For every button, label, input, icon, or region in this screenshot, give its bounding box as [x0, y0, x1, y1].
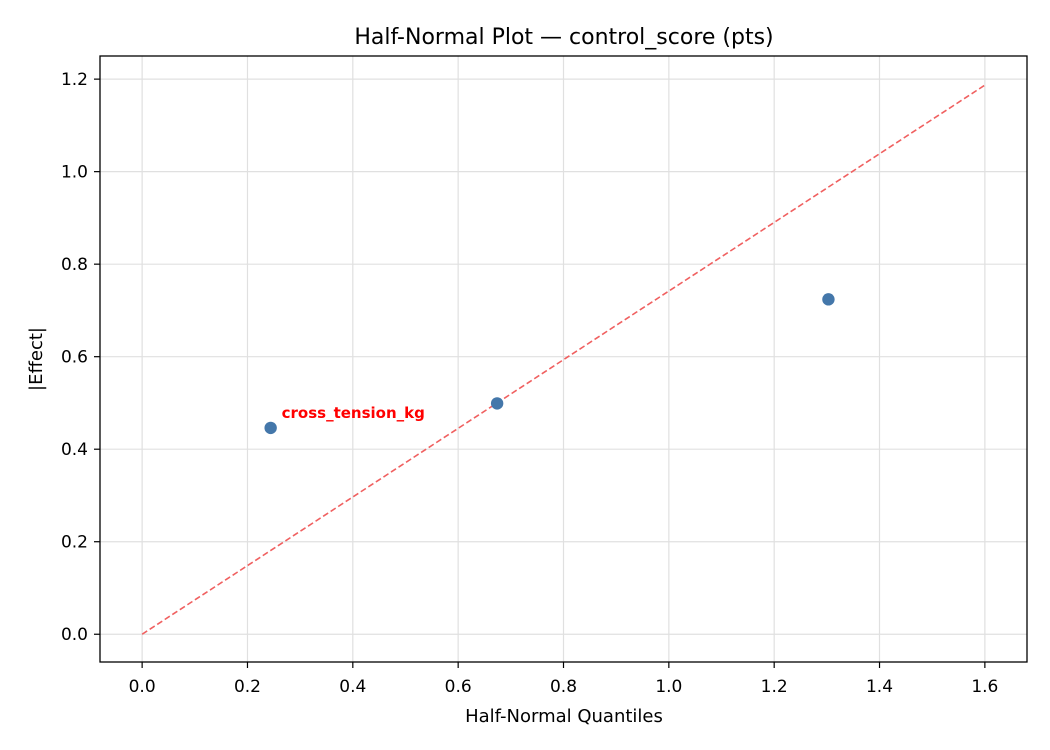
x-tick-label: 1.4	[866, 677, 893, 697]
x-tick-label: 1.0	[655, 677, 682, 697]
points-group	[264, 293, 835, 435]
y-axis-label: |Effect|	[26, 327, 47, 391]
data-point	[822, 293, 835, 306]
y-tick-label: 1.2	[61, 70, 88, 90]
annotations-group: cross_tension_kg	[282, 404, 425, 422]
y-tick-label: 0.2	[61, 533, 88, 553]
reference-line-group	[141, 84, 986, 635]
x-tick-label: 0.4	[339, 677, 366, 697]
grid	[100, 56, 1027, 662]
x-tick-label: 0.6	[445, 677, 472, 697]
x-tick-label: 1.6	[971, 677, 998, 697]
y-tick-label: 0.6	[61, 348, 88, 368]
data-point	[490, 397, 504, 410]
x-axis-label: Half-Normal Quantiles	[465, 706, 663, 727]
y-tick-label: 0.0	[61, 625, 88, 645]
y-tick-label: 0.4	[61, 440, 88, 460]
y-axis-ticks: 0.0 0.2 0.4 0.6 0.8 1.0 1.2	[61, 70, 100, 645]
x-tick-label: 0.0	[129, 677, 156, 697]
chart-title: Half-Normal Plot — control_score (pts)	[354, 25, 773, 50]
x-axis-ticks: 0.0 0.2 0.4 0.6 0.8 1.0 1.2 1.4 1.6	[129, 662, 998, 697]
x-tick-label: 0.2	[234, 677, 261, 697]
point-annotation: cross_tension_kg	[282, 404, 425, 422]
reference-line	[141, 84, 986, 635]
x-tick-label: 0.8	[550, 677, 577, 697]
y-tick-label: 0.8	[61, 255, 88, 275]
y-tick-label: 1.0	[61, 163, 88, 183]
x-tick-label: 1.2	[761, 677, 788, 697]
data-point	[264, 421, 277, 435]
